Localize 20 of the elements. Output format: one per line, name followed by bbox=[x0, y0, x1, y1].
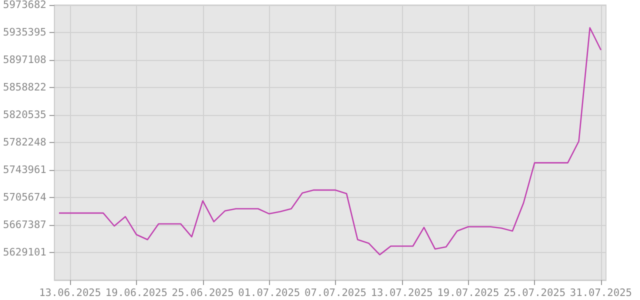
x-tick-label: 31.07.2025 bbox=[570, 287, 632, 299]
y-tick-label: 5629101 bbox=[2, 246, 46, 258]
x-tick-label: 13.07.2025 bbox=[370, 287, 433, 299]
x-tick-label: 07.07.2025 bbox=[304, 287, 366, 299]
line-series bbox=[58, 27, 602, 256]
y-tick-label: 5782248 bbox=[2, 136, 46, 148]
y-tick-label: 5935395 bbox=[2, 26, 46, 38]
x-tick-label: 25.07.2025 bbox=[504, 287, 566, 299]
x-tick-label: 25.06.2025 bbox=[172, 287, 234, 299]
y-tick-label: 5667387 bbox=[2, 219, 46, 231]
x-tick-label: 13.06.2025 bbox=[39, 287, 102, 299]
x-tick-label: 01.07.2025 bbox=[238, 287, 300, 299]
x-tick-label: 19.06.2025 bbox=[105, 287, 168, 299]
y-tick-label: 5743961 bbox=[2, 164, 46, 176]
y-tick-label: 5897108 bbox=[2, 54, 46, 66]
y-tick-label: 5858822 bbox=[2, 82, 46, 94]
y-tick-label: 5973682 bbox=[2, 0, 46, 11]
x-tick-label: 19.07.2025 bbox=[437, 287, 500, 299]
y-tick-label: 5705674 bbox=[2, 192, 46, 204]
y-tick-label: 5820535 bbox=[2, 109, 46, 121]
